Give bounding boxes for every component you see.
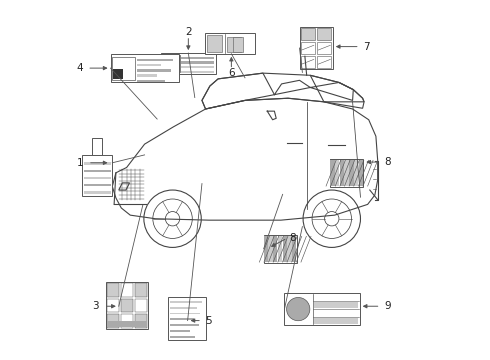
Bar: [82, 155, 112, 196]
Bar: [317, 42, 331, 54]
Text: 6: 6: [228, 68, 235, 78]
Bar: [161, 53, 216, 74]
Bar: [107, 314, 119, 328]
Text: 5: 5: [205, 316, 212, 325]
Bar: [205, 33, 255, 54]
Bar: [299, 27, 333, 69]
Bar: [349, 160, 354, 186]
Bar: [84, 162, 111, 165]
Bar: [111, 54, 179, 82]
Bar: [121, 314, 133, 328]
Bar: [137, 80, 165, 82]
Bar: [278, 236, 282, 262]
Bar: [137, 59, 173, 61]
Bar: [163, 55, 180, 72]
Bar: [227, 37, 241, 51]
Bar: [292, 236, 296, 262]
Bar: [107, 299, 119, 312]
Bar: [181, 66, 214, 68]
Bar: [93, 138, 102, 155]
Bar: [170, 336, 195, 338]
Text: 7: 7: [363, 42, 369, 51]
Bar: [283, 236, 287, 262]
Bar: [264, 236, 268, 262]
Bar: [300, 28, 315, 40]
Bar: [170, 307, 197, 309]
Bar: [269, 236, 273, 262]
Bar: [135, 283, 147, 297]
Bar: [330, 160, 335, 186]
Bar: [317, 56, 331, 68]
Bar: [335, 160, 340, 186]
Bar: [354, 160, 358, 186]
Text: 3: 3: [92, 301, 98, 311]
Bar: [135, 314, 147, 328]
Bar: [359, 160, 363, 186]
Circle shape: [287, 297, 310, 321]
Bar: [314, 302, 358, 308]
Bar: [314, 310, 358, 316]
Bar: [170, 330, 190, 332]
Bar: [317, 28, 331, 40]
Bar: [121, 283, 133, 297]
Bar: [135, 299, 147, 312]
Bar: [113, 69, 122, 79]
Bar: [84, 191, 111, 194]
Bar: [285, 293, 360, 325]
Bar: [84, 170, 111, 172]
Bar: [181, 62, 214, 63]
Bar: [287, 236, 292, 262]
Bar: [300, 56, 315, 68]
Bar: [264, 235, 296, 263]
Bar: [137, 64, 161, 67]
Bar: [170, 301, 202, 303]
Bar: [207, 35, 222, 52]
Bar: [340, 160, 344, 186]
Text: 8: 8: [289, 233, 295, 243]
Bar: [170, 324, 198, 326]
Bar: [107, 283, 119, 297]
Bar: [273, 236, 277, 262]
Bar: [170, 319, 194, 320]
Bar: [137, 69, 171, 72]
Text: 4: 4: [76, 63, 83, 73]
Bar: [314, 318, 358, 324]
Bar: [170, 312, 200, 314]
Text: 9: 9: [385, 301, 391, 311]
Bar: [112, 57, 135, 80]
Bar: [181, 57, 214, 59]
Bar: [300, 42, 315, 54]
Bar: [344, 160, 349, 186]
Bar: [121, 299, 133, 312]
Text: 8: 8: [385, 157, 391, 167]
Text: 1: 1: [77, 158, 83, 168]
Bar: [107, 321, 147, 327]
Bar: [106, 282, 148, 329]
Bar: [84, 184, 111, 186]
Text: 2: 2: [185, 27, 192, 37]
Bar: [233, 37, 243, 51]
Bar: [181, 71, 214, 73]
Bar: [314, 294, 358, 300]
Bar: [137, 75, 157, 77]
Bar: [84, 177, 111, 179]
Bar: [168, 297, 205, 339]
Bar: [330, 159, 364, 187]
